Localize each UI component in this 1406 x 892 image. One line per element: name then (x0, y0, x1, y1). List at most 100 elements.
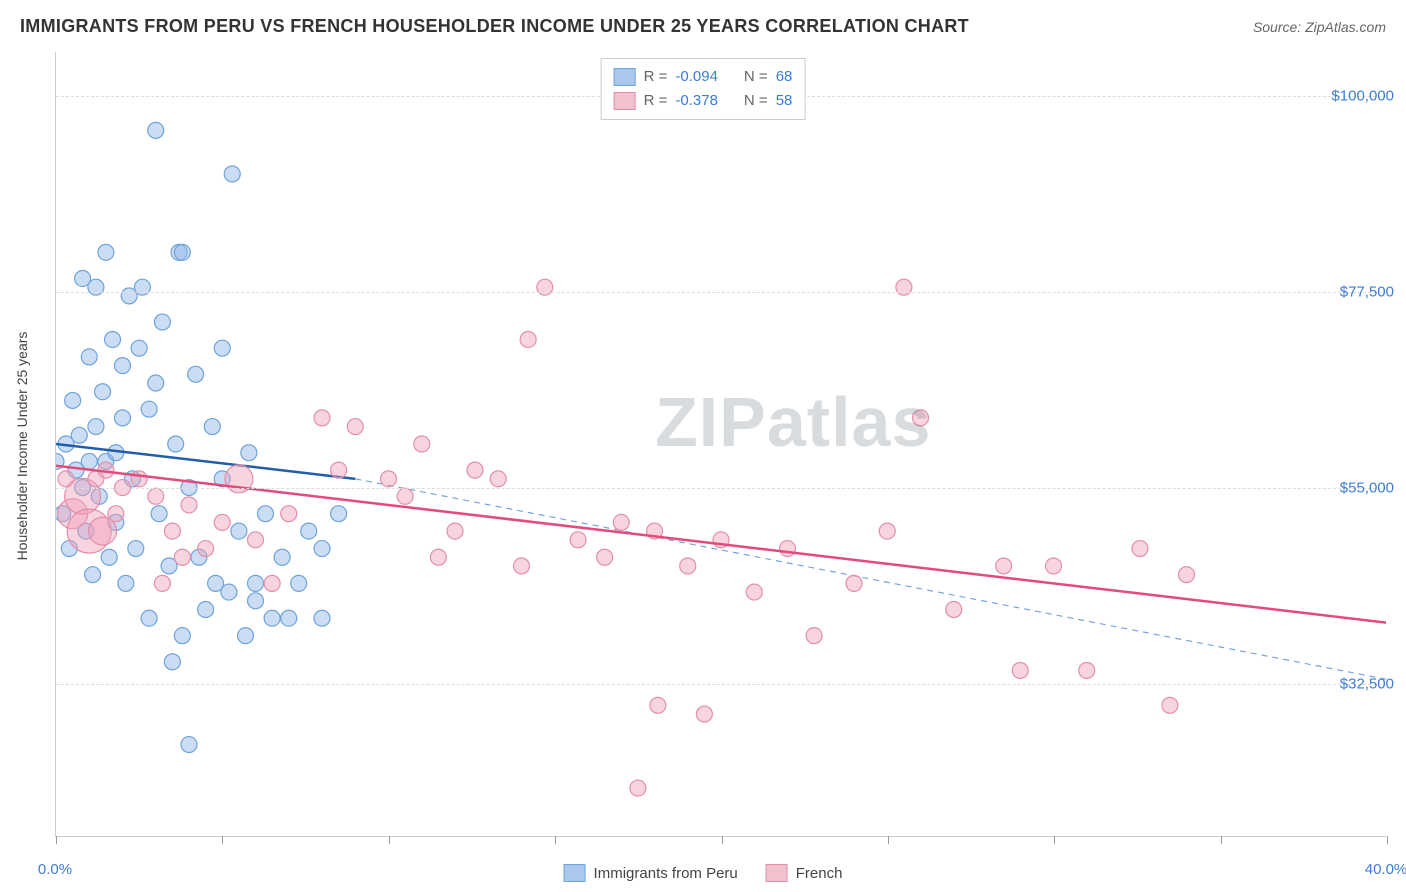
data-point-peru (204, 419, 220, 435)
stats-row-french: R = -0.378 N = 58 (614, 89, 793, 113)
data-point-french (164, 523, 180, 539)
data-point-french (1162, 697, 1178, 713)
data-point-peru (85, 567, 101, 583)
data-point-french (520, 331, 536, 347)
data-point-french (181, 497, 197, 513)
data-point-peru (198, 602, 214, 618)
r-value: -0.378 (675, 89, 718, 113)
data-point-french (514, 558, 530, 574)
y-tick-label: $55,000 (1340, 480, 1394, 497)
data-point-peru (154, 314, 170, 330)
data-point-peru (188, 366, 204, 382)
data-point-peru (118, 575, 134, 591)
trend-line-extrapolated-peru (355, 479, 1386, 679)
data-point-peru (151, 506, 167, 522)
data-point-peru (248, 593, 264, 609)
source-label: Source: ZipAtlas.com (1253, 19, 1386, 35)
data-point-peru (148, 122, 164, 138)
data-point-peru (314, 610, 330, 626)
data-point-peru (101, 549, 117, 565)
swatch-icon (564, 864, 586, 882)
swatch-icon (614, 92, 636, 110)
data-point-french (414, 436, 430, 452)
data-point-french (198, 541, 214, 557)
series-legend: Immigrants from Peru French (564, 864, 843, 882)
data-point-peru (141, 610, 157, 626)
y-axis-label: Householder Income Under 25 years (14, 332, 30, 561)
data-point-peru (248, 575, 264, 591)
data-point-peru (281, 610, 297, 626)
data-point-peru (148, 375, 164, 391)
stats-row-peru: R = -0.094 N = 68 (614, 65, 793, 89)
x-tick-label: 0.0% (38, 861, 72, 878)
data-point-french (331, 462, 347, 478)
data-point-peru (115, 410, 131, 426)
y-tick-label: $77,500 (1340, 283, 1394, 300)
data-point-peru (291, 575, 307, 591)
legend-item-peru: Immigrants from Peru (564, 864, 738, 882)
data-point-peru (221, 584, 237, 600)
n-value: 58 (776, 89, 793, 113)
data-point-french (1079, 662, 1095, 678)
data-point-peru (257, 506, 273, 522)
data-point-peru (314, 541, 330, 557)
plot-area: ZIPatlas (55, 52, 1386, 837)
data-point-french (680, 558, 696, 574)
data-point-french (131, 471, 147, 487)
n-value: 68 (776, 65, 793, 89)
data-point-peru (71, 427, 87, 443)
data-point-peru (238, 628, 254, 644)
legend-label: French (796, 865, 843, 882)
data-point-french (430, 549, 446, 565)
data-point-french (1179, 567, 1195, 583)
data-point-french (108, 506, 124, 522)
data-point-french (630, 780, 646, 796)
data-point-french (314, 410, 330, 426)
data-point-french (846, 575, 862, 591)
r-label: R = (644, 65, 668, 89)
data-point-peru (264, 610, 280, 626)
data-point-french (946, 602, 962, 618)
data-point-peru (301, 523, 317, 539)
data-point-french (397, 488, 413, 504)
data-point-peru (214, 340, 230, 356)
chart-title: IMMIGRANTS FROM PERU VS FRENCH HOUSEHOLD… (20, 16, 969, 37)
data-point-peru (88, 419, 104, 435)
data-point-french (248, 532, 264, 548)
data-point-peru (105, 331, 121, 347)
data-point-french (264, 575, 280, 591)
n-label: N = (744, 65, 768, 89)
data-point-french (1132, 541, 1148, 557)
n-label: N = (744, 89, 768, 113)
data-point-french (696, 706, 712, 722)
data-point-french (780, 541, 796, 557)
data-point-peru (174, 244, 190, 260)
r-label: R = (644, 89, 668, 113)
data-point-french (1046, 558, 1062, 574)
legend-item-french: French (766, 864, 843, 882)
data-point-french (746, 584, 762, 600)
swatch-icon (614, 68, 636, 86)
data-point-peru (81, 349, 97, 365)
data-point-french (281, 506, 297, 522)
data-point-peru (181, 737, 197, 753)
data-point-french (913, 410, 929, 426)
data-point-french (570, 532, 586, 548)
data-point-peru (141, 401, 157, 417)
data-point-peru (128, 541, 144, 557)
data-point-french (447, 523, 463, 539)
data-point-french (154, 575, 170, 591)
data-point-peru (331, 506, 347, 522)
data-point-peru (274, 549, 290, 565)
y-tick-label: $32,500 (1340, 676, 1394, 693)
data-point-peru (231, 523, 247, 539)
data-point-french (996, 558, 1012, 574)
stats-legend: R = -0.094 N = 68 R = -0.378 N = 58 (601, 58, 806, 120)
data-point-french (148, 488, 164, 504)
data-point-peru (174, 628, 190, 644)
data-point-french (879, 523, 895, 539)
x-tick-label: 40.0% (1365, 861, 1406, 878)
data-point-peru (115, 358, 131, 374)
r-value: -0.094 (675, 65, 718, 89)
data-point-peru (164, 654, 180, 670)
